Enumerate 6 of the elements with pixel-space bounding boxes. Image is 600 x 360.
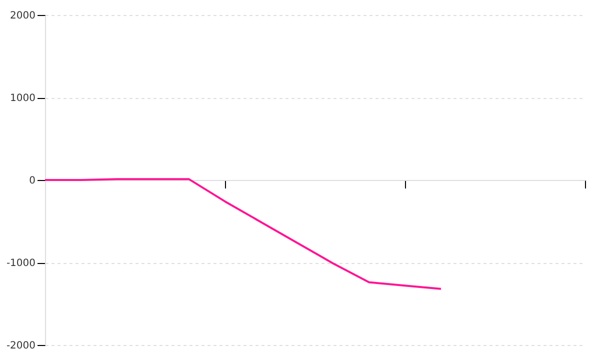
line-series — [44, 178, 442, 290]
y-tick-label: 2000 — [10, 10, 36, 22]
y-tick-label: 1000 — [10, 93, 36, 104]
y-tick-label: 0 — [29, 176, 36, 186]
y-tick-label: -2000 — [6, 340, 36, 352]
y-tick-label: -1000 — [6, 258, 36, 269]
